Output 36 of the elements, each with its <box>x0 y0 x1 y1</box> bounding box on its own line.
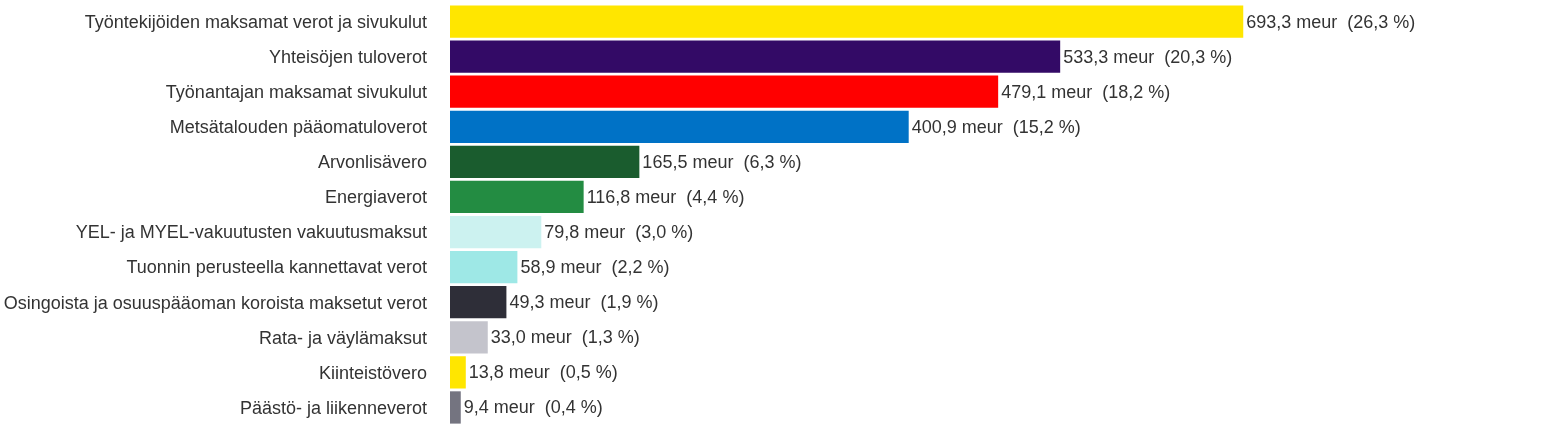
y-tick-label: Kiinteistövero <box>318 362 427 383</box>
bar <box>450 145 640 179</box>
y-tick-label: Energiaverot <box>324 187 427 208</box>
y-tick-label: Yhteisöjen tuloverot <box>268 46 427 67</box>
y-tick-label: Rata- ja väylämaksut <box>258 327 427 348</box>
data-label: 479,1 meur (18,2 %) <box>1001 81 1171 102</box>
data-label: 33,0 meur (1,3 %) <box>490 327 640 348</box>
y-tick-label: Työntekijöiden maksamat verot ja sivukulut <box>84 11 427 32</box>
y-tick-label: YEL- ja MYEL-vakuutusten vakuutusmaksut <box>75 222 427 243</box>
data-label: 13,8 meur (0,5 %) <box>468 362 618 383</box>
bar <box>450 391 461 424</box>
y-tick-label: Osingoista ja osuuspääoman koroista maksetut verot <box>3 292 427 313</box>
data-label: 165,5 meur (6,3 %) <box>642 151 802 172</box>
bar <box>450 215 542 249</box>
bar <box>450 356 466 389</box>
data-label: 58,9 meur (2,2 %) <box>520 257 670 278</box>
bar <box>450 180 584 214</box>
y-tick-label: Metsätalouden pääomatuloverot <box>169 117 427 138</box>
data-label: 400,9 meur (15,2 %) <box>911 116 1081 137</box>
y-tick-label: Arvonlisävero <box>317 152 427 173</box>
bar <box>450 250 518 284</box>
bar <box>450 321 488 354</box>
bar <box>450 5 1244 38</box>
bar <box>450 110 909 143</box>
data-label: 693,3 meur (26,3 %) <box>1246 11 1416 32</box>
data-label: 9,4 meur (0,4 %) <box>463 397 603 418</box>
data-label: 79,8 meur (3,0 %) <box>544 222 694 243</box>
y-tick-label: Tuonnin perusteella kannettavat verot <box>126 257 427 278</box>
bar <box>450 286 507 319</box>
bar <box>450 40 1061 73</box>
bar <box>450 75 999 108</box>
data-label: 116,8 meur (4,4 %) <box>586 186 745 207</box>
y-tick-label: Työnantajan maksamat sivukulut <box>165 82 427 103</box>
data-label: 533,3 meur (20,3 %) <box>1063 46 1233 67</box>
data-label: 49,3 meur (1,9 %) <box>509 292 659 313</box>
y-tick-label: Päästö- ja liikenneverot <box>239 397 427 418</box>
